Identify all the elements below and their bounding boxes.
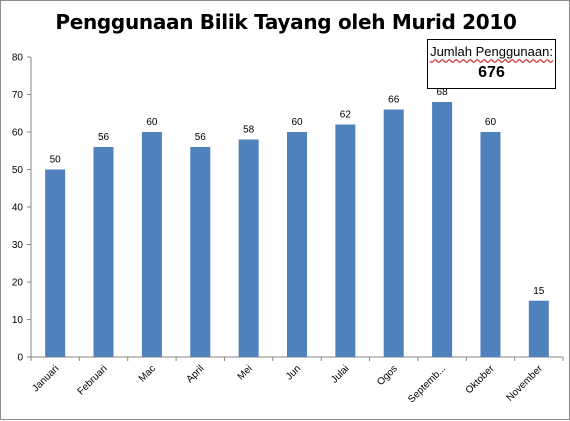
y-tick-label: 10 xyxy=(12,315,24,326)
x-category-label: April xyxy=(184,363,206,385)
bar-value-label: 58 xyxy=(243,125,255,136)
y-tick-label: 20 xyxy=(12,278,24,289)
x-category-label: Julai xyxy=(329,363,351,385)
bar xyxy=(45,169,66,357)
x-category-label: Ogos xyxy=(375,363,400,388)
x-category-label: Januari xyxy=(30,363,61,394)
bar xyxy=(141,132,162,357)
bar xyxy=(287,132,307,357)
bar xyxy=(93,147,114,357)
bar xyxy=(335,124,356,357)
bar-value-label: 60 xyxy=(485,117,497,128)
bar xyxy=(190,147,211,357)
summary-box: Jumlah Penggunaan: 676 xyxy=(427,39,556,89)
bar xyxy=(383,109,404,357)
bar-value-label: 56 xyxy=(98,132,110,143)
y-tick-label: 70 xyxy=(12,90,24,101)
bar xyxy=(238,139,259,357)
x-category-label: November xyxy=(505,363,546,404)
bar-value-label: 56 xyxy=(195,132,207,143)
y-tick-label: 40 xyxy=(12,203,24,214)
y-tick-label: 60 xyxy=(12,128,24,139)
bar-value-label: 60 xyxy=(146,117,158,128)
y-tick-label: 0 xyxy=(17,353,23,364)
bar xyxy=(480,132,501,357)
bar-value-label: 68 xyxy=(437,87,449,98)
y-tick-label: 50 xyxy=(12,165,24,176)
x-category-label: Septemb... xyxy=(406,363,448,405)
x-category-label: Jun xyxy=(284,363,303,382)
bar-value-label: 66 xyxy=(388,95,400,106)
bar-value-label: 50 xyxy=(50,155,62,166)
x-category-label: Mei xyxy=(236,363,255,382)
bar xyxy=(432,102,453,357)
summary-label: Jumlah Penggunaan: xyxy=(430,44,553,59)
x-category-label: Mac xyxy=(137,363,158,384)
x-category-label: Oktober xyxy=(464,363,497,396)
bar-value-label: 15 xyxy=(533,286,545,297)
y-tick-label: 80 xyxy=(12,53,24,64)
y-tick-label: 30 xyxy=(12,240,24,251)
x-category-label: Februari xyxy=(76,363,110,397)
bar xyxy=(528,300,549,357)
bar-value-label: 60 xyxy=(291,117,303,128)
bar-value-label: 62 xyxy=(340,110,352,121)
summary-value: 676 xyxy=(478,64,505,81)
chart-title: Penggunaan Bilik Tayang oleh Murid 2010 xyxy=(55,10,517,34)
